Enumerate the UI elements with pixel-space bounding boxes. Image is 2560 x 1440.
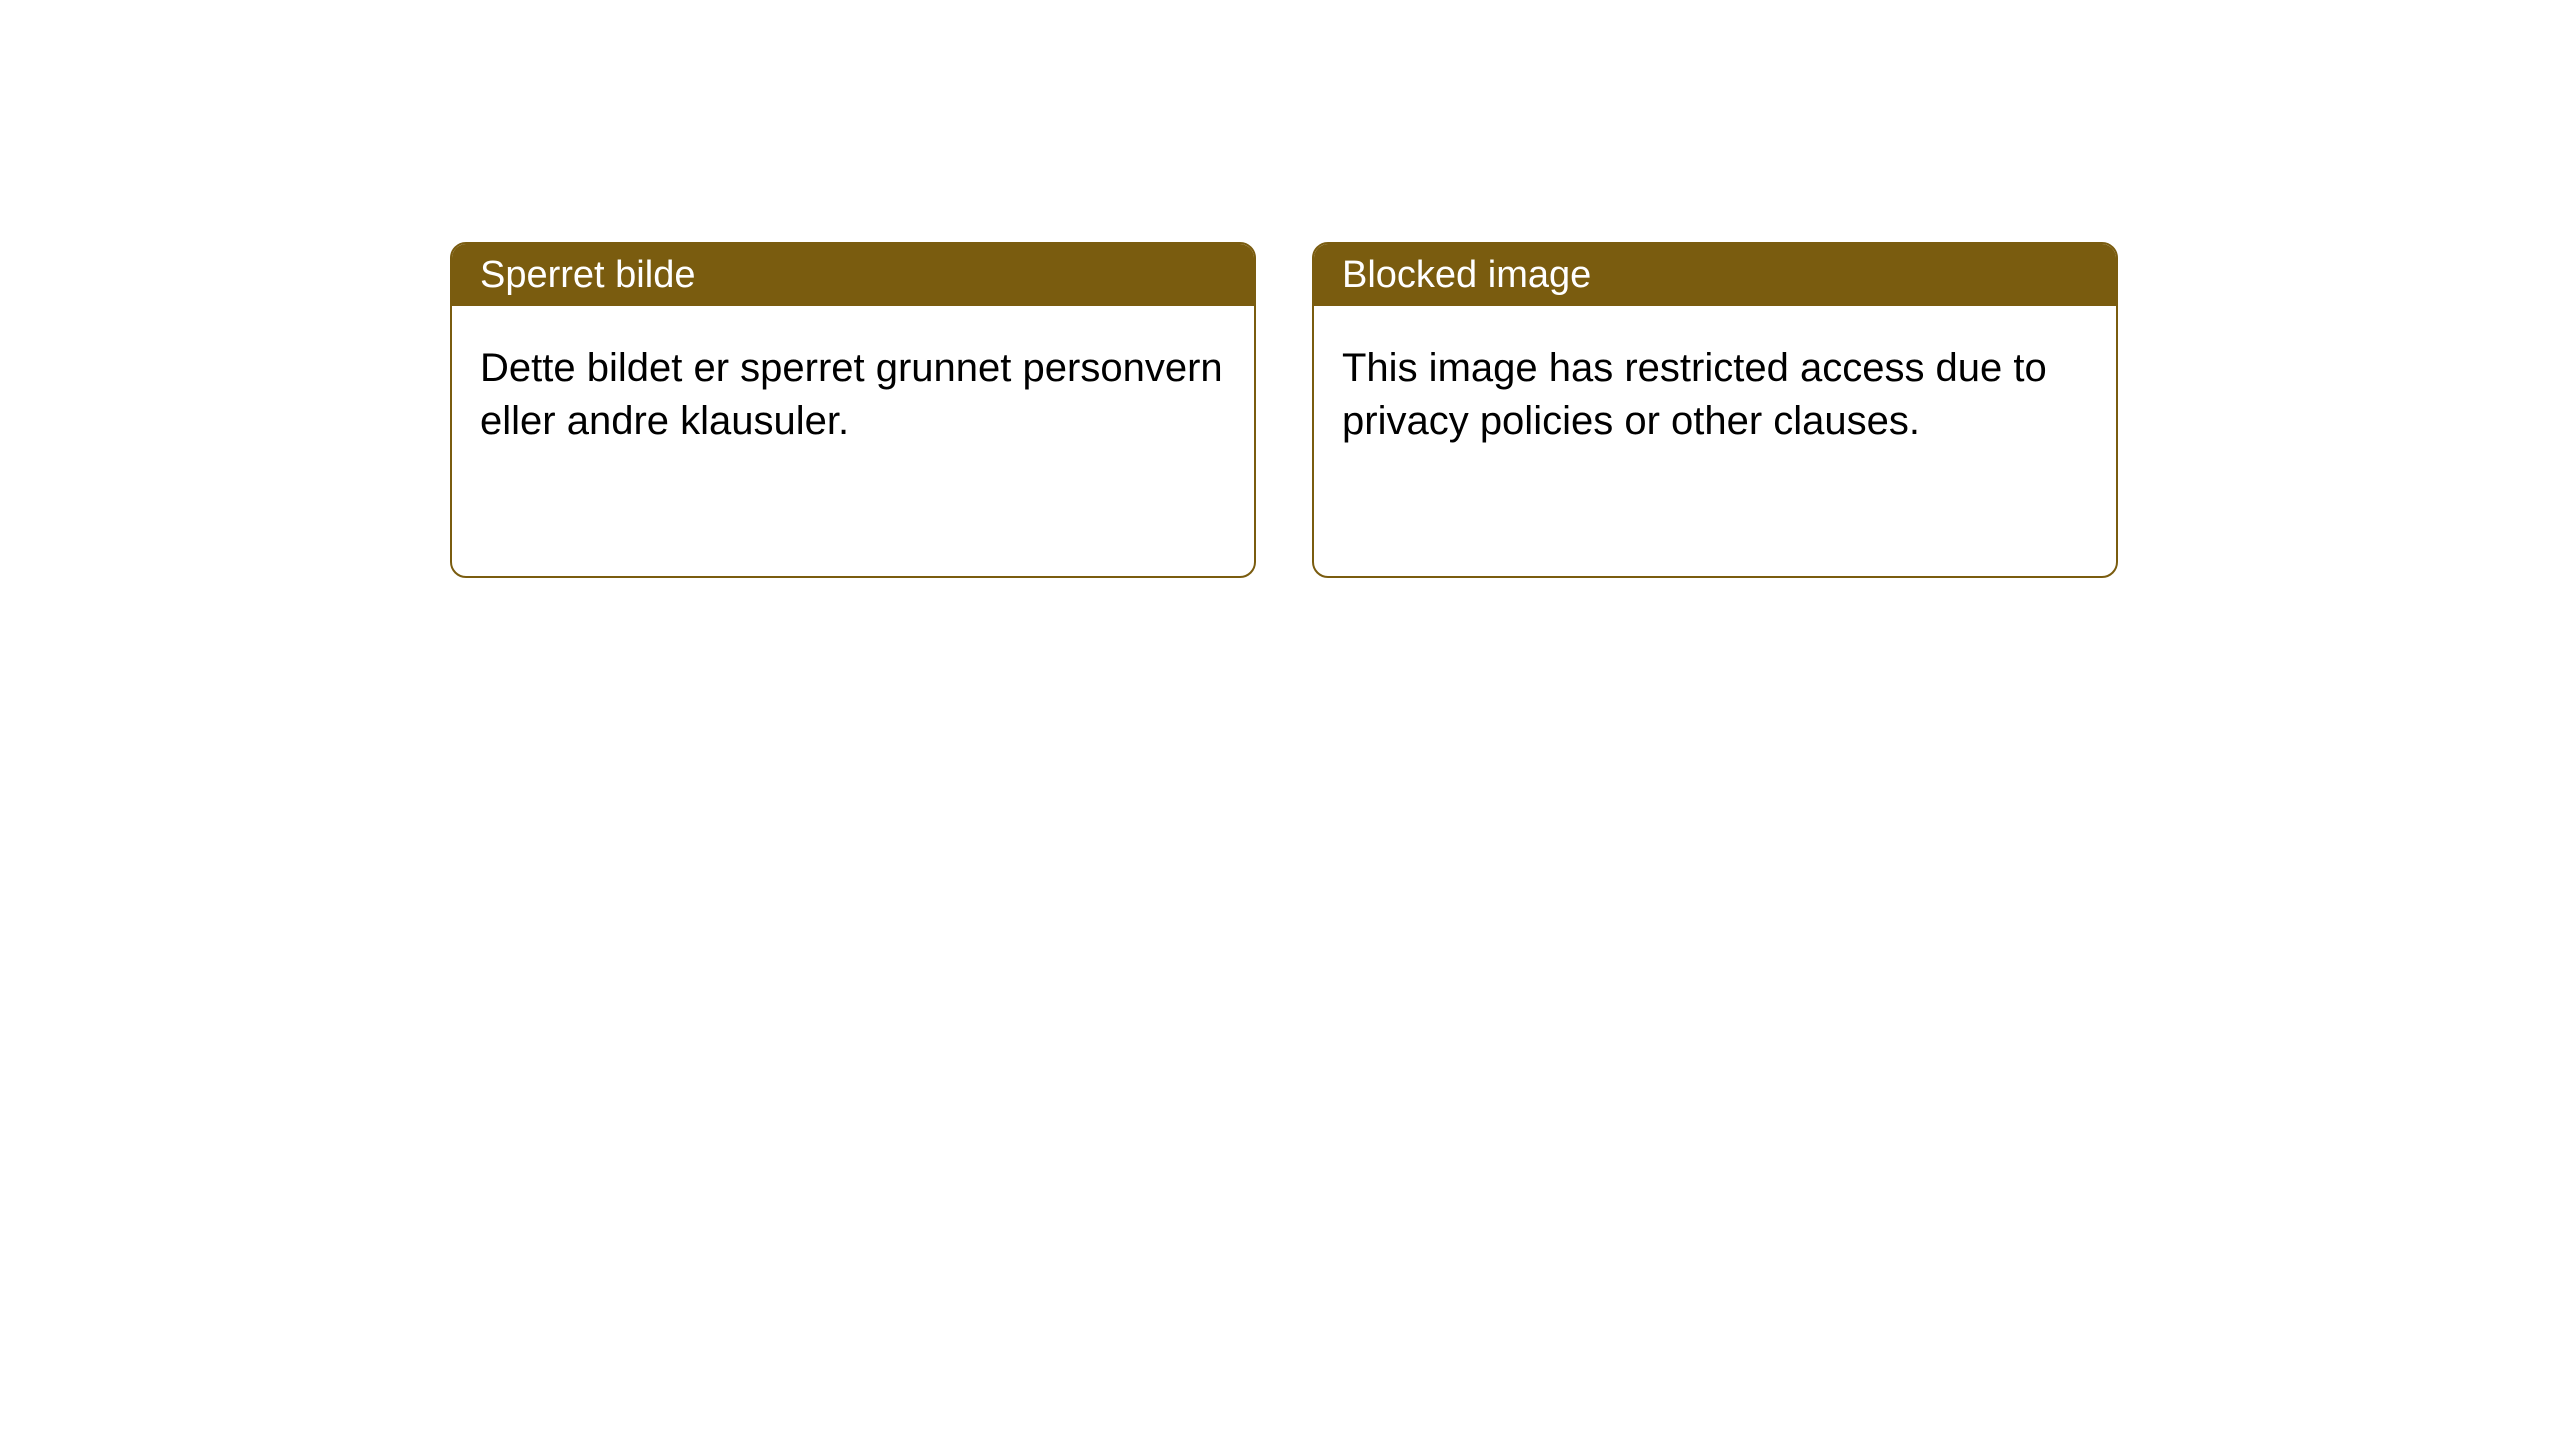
card-message: Dette bildet er sperret grunnet personve… bbox=[480, 346, 1223, 443]
notice-card-english: Blocked image This image has restricted … bbox=[1312, 242, 2118, 578]
card-header-norwegian: Sperret bilde bbox=[452, 244, 1254, 306]
notice-card-norwegian: Sperret bilde Dette bildet er sperret gr… bbox=[450, 242, 1256, 578]
card-body-english: This image has restricted access due to … bbox=[1314, 306, 2116, 484]
card-message: This image has restricted access due to … bbox=[1342, 346, 2047, 443]
card-title: Blocked image bbox=[1342, 254, 1591, 297]
notice-cards-container: Sperret bilde Dette bildet er sperret gr… bbox=[450, 242, 2118, 578]
card-body-norwegian: Dette bildet er sperret grunnet personve… bbox=[452, 306, 1254, 484]
card-header-english: Blocked image bbox=[1314, 244, 2116, 306]
card-title: Sperret bilde bbox=[480, 254, 695, 297]
